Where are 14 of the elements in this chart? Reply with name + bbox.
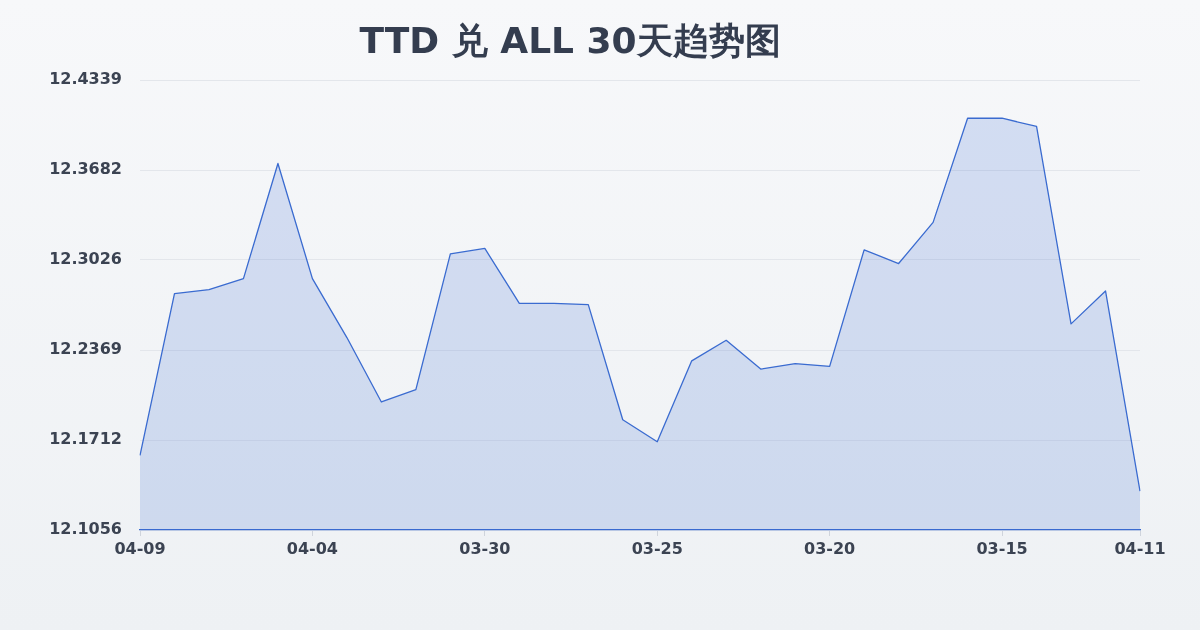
- x-tick-label: 04-09: [114, 538, 166, 558]
- y-tick-label: 12.3026: [49, 249, 122, 269]
- y-tick-label: 12.2369: [49, 339, 122, 359]
- x-tick-label: 03-15: [976, 538, 1028, 558]
- x-tick-label: 03-25: [631, 538, 683, 558]
- x-tick-label: 03-20: [804, 538, 856, 558]
- chart-title: TTD 兑 ALL 30天趋势图: [359, 19, 781, 61]
- x-tick-label: 04-04: [286, 538, 338, 558]
- x-tick-label: 04-11: [1114, 538, 1166, 558]
- x-tick-label: 03-30: [459, 538, 511, 558]
- y-tick-label: 12.1712: [49, 429, 122, 449]
- y-tick-label: 12.3682: [49, 159, 122, 179]
- y-tick-label: 12.1056: [49, 519, 122, 539]
- y-tick-label: 12.4339: [49, 69, 122, 89]
